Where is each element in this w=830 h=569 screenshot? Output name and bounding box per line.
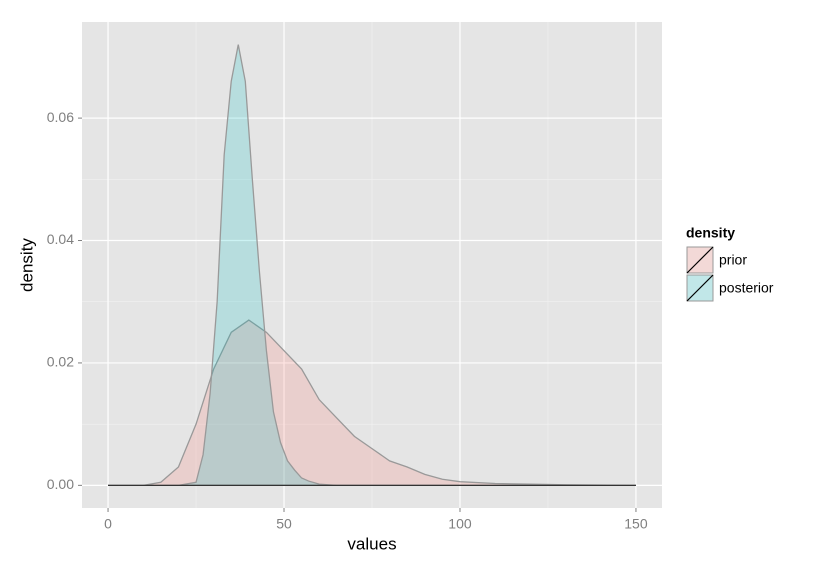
y-axis-title: density [17,238,36,292]
y-tick-label: 0.04 [47,231,74,247]
legend-title: density [686,225,735,241]
density-area [108,44,636,487]
legend-label: prior [719,252,747,268]
density-area [108,319,636,487]
legend-slash [686,246,714,274]
x-tick-label: 100 [448,516,472,532]
x-tick-label: 50 [276,516,292,532]
x-axis-title: values [347,534,396,553]
y-tick-label: 0.00 [47,476,74,492]
x-tick-label: 0 [104,516,112,532]
y-tick-label: 0.02 [47,354,74,370]
legend-label: posterior [719,280,774,296]
y-tick-label: 0.06 [47,109,74,125]
x-tick-label: 150 [624,516,648,532]
legend-slash [686,274,714,302]
